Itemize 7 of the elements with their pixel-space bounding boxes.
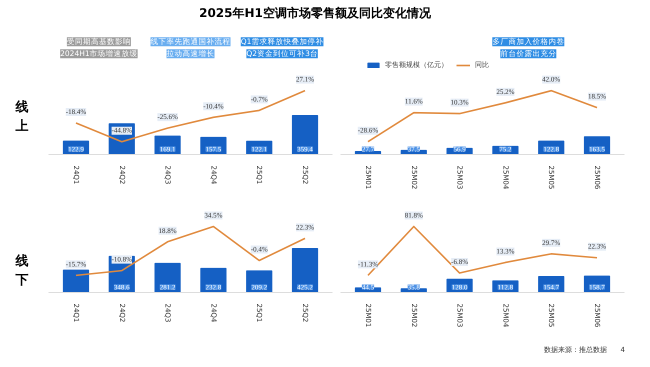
- bar: [154, 262, 181, 292]
- bar: [62, 270, 90, 292]
- chart-title: 2025年H1空调市场零售额及同比变化情况: [199, 5, 431, 22]
- y-axis-title: 线上: [16, 99, 28, 136]
- bar: [292, 248, 318, 292]
- y-axis-title: 线下: [16, 253, 28, 290]
- bar: [292, 114, 318, 154]
